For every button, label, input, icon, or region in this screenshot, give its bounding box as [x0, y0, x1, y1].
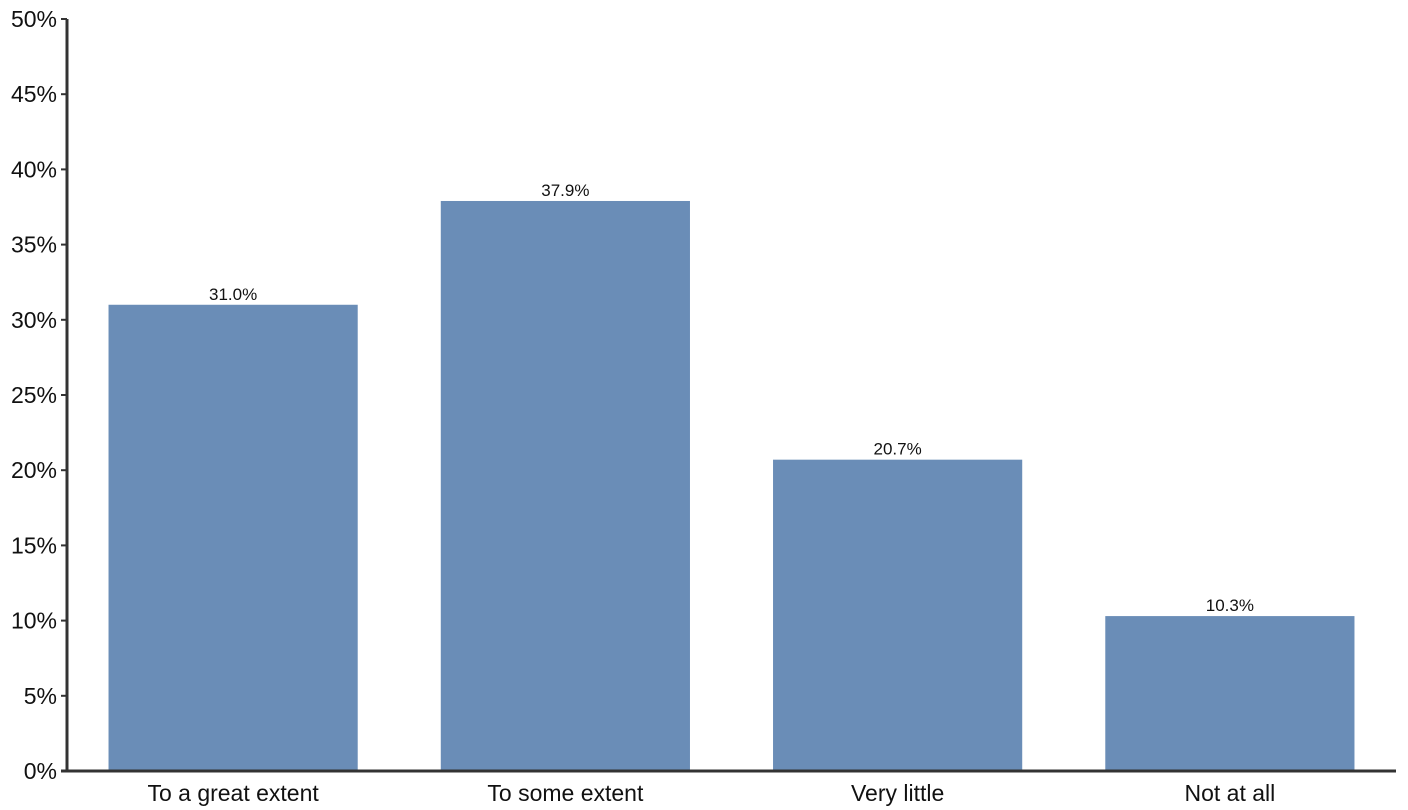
bar-value-label: 10.3% — [1206, 596, 1254, 615]
y-tick-label: 15% — [11, 532, 57, 558]
data-labels: 31.0% 37.9% 20.7% 10.3% — [209, 181, 1254, 615]
y-tick-label: 25% — [11, 382, 57, 408]
y-tick-label: 50% — [11, 6, 57, 32]
x-category-label: Very little — [851, 780, 944, 806]
bar-value-label: 31.0% — [209, 285, 257, 304]
x-category-label: To a great extent — [147, 780, 319, 806]
bar-value-label: 20.7% — [874, 440, 922, 459]
bar — [773, 459, 1023, 771]
bar-value-label: 37.9% — [541, 181, 589, 200]
x-category-label: Not at all — [1184, 780, 1275, 806]
bars — [108, 200, 1355, 771]
y-tick-label: 30% — [11, 307, 57, 333]
y-axis-ticks: 0% 5% 10% 15% 20% 25% 30% 35% 40% 45% 50% — [11, 6, 67, 784]
y-tick-label: 35% — [11, 232, 57, 258]
bar — [440, 200, 690, 771]
y-tick-label: 10% — [11, 608, 57, 634]
y-tick-label: 45% — [11, 81, 57, 107]
y-tick-label: 0% — [24, 758, 57, 784]
y-tick-label: 20% — [11, 457, 57, 483]
y-tick-label: 40% — [11, 156, 57, 182]
x-axis-labels: To a great extent To some extent Very litt… — [147, 780, 1275, 806]
bar — [108, 304, 358, 771]
bar — [1105, 616, 1355, 771]
y-tick-label: 5% — [24, 683, 57, 709]
x-category-label: To some extent — [487, 780, 644, 806]
